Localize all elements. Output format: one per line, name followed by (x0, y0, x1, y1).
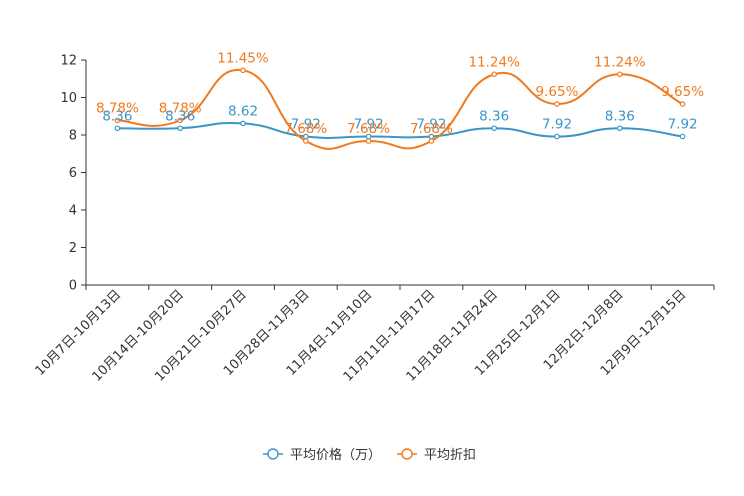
data-label: 7.92 (668, 117, 698, 133)
y-tick-label: 0 (69, 279, 77, 294)
y-tick-label: 6 (69, 166, 77, 181)
data-point (491, 71, 498, 78)
data-label: 11.24% (594, 54, 646, 70)
data-point (428, 138, 435, 144)
data-label: 7.92 (542, 117, 572, 133)
data-label: 7.92 (416, 117, 446, 133)
data-label: 8.36 (479, 108, 509, 124)
y-tick-label: 12 (60, 54, 77, 69)
data-label: 8.36 (102, 108, 132, 124)
data-label: 7.68% (347, 121, 390, 137)
y-tick-label: 10 (60, 91, 77, 106)
data-label: 7.68% (284, 121, 327, 137)
data-point (365, 138, 372, 144)
data-label: 11.45% (217, 50, 269, 66)
data-point (679, 101, 686, 107)
data-label: 8.36 (165, 108, 195, 124)
data-label: 9.65% (661, 84, 704, 100)
legend-label[interactable]: 平均价格（万） (290, 447, 381, 463)
data-point (114, 125, 121, 132)
y-tick-label: 8 (69, 129, 77, 144)
data-point (177, 117, 184, 124)
data-label: 7.92 (354, 117, 384, 133)
data-label: 7.92 (291, 117, 321, 133)
data-point (114, 117, 121, 124)
data-label: 8.62 (228, 103, 258, 119)
series-line-0 (117, 121, 683, 139)
data-label: 8.78% (159, 100, 202, 116)
data-point (240, 120, 246, 127)
data-point (302, 138, 309, 144)
data-point (554, 133, 560, 140)
series-line-1 (117, 69, 684, 150)
data-point (616, 125, 623, 132)
series-group (114, 67, 686, 150)
data-point (240, 67, 246, 74)
data-point (679, 133, 686, 140)
x-tick-labels: 10月7日-10月13日10月14日-10月20日10月21日-10月27日10… (33, 287, 690, 384)
data-point (554, 101, 560, 107)
axes: 0 2 4 6 8 10 12 (60, 54, 715, 294)
data-point (491, 125, 498, 132)
legend-label[interactable]: 平均折扣 (424, 448, 476, 463)
data-label: 9.65% (536, 84, 579, 100)
y-tick-label: 4 (69, 204, 77, 219)
legend-marker-icon (267, 448, 279, 460)
data-label: 7.68% (410, 121, 453, 137)
y-tick-label: 2 (69, 241, 77, 256)
legend-marker-icon (401, 448, 413, 460)
data-label: 8.78% (96, 100, 139, 116)
data-label: 8.36 (605, 108, 635, 124)
data-point (177, 125, 184, 132)
data-point (616, 71, 623, 78)
legend[interactable]: 平均价格（万） 平均折扣 (263, 447, 476, 463)
data-label: 11.24% (468, 54, 520, 70)
data-labels: 8.36 8.36 8.62 7.92 7.92 7.92 8.36 7.92 8.36 7.92… (96, 50, 704, 137)
